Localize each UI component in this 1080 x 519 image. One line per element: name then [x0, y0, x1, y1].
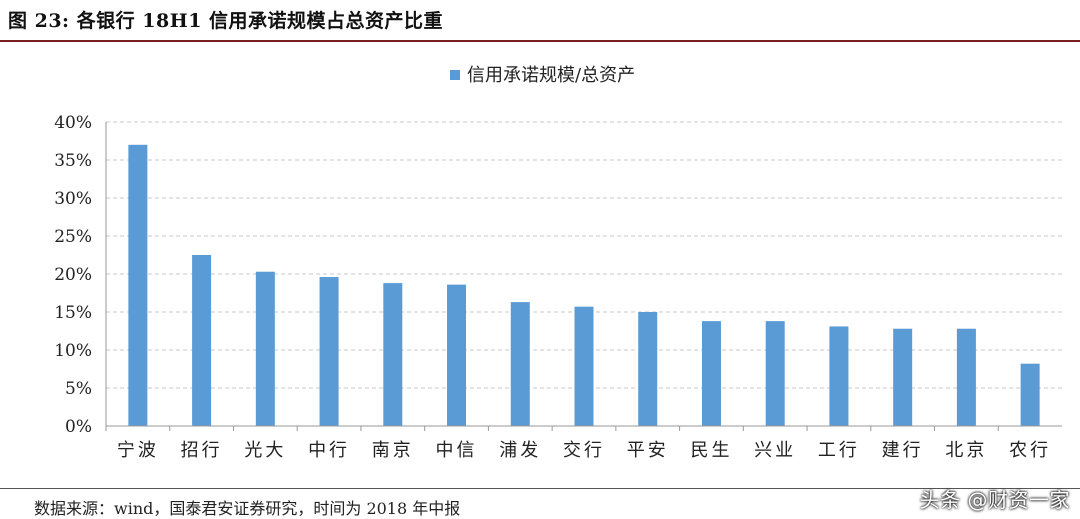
x-tick-labels: 宁波 招行 光大 中行 南京 中信 浦发 交行 平安 民生 兴业 工行 建行 北京 农行 — [117, 440, 1051, 461]
title-rule — [0, 40, 1080, 42]
y-tick-label: 30% — [54, 189, 92, 209]
x-tick-label: 中行 — [308, 440, 350, 461]
bar — [956, 328, 976, 426]
x-tick-label: 北京 — [945, 440, 987, 461]
x-tick-label: 民生 — [690, 440, 732, 461]
x-tick-label: 浦发 — [499, 440, 541, 461]
x-tick-label: 建行 — [882, 440, 924, 461]
y-tick-labels: 0% 5% 10% 15% 20% 25% 30% 35% 40% — [54, 113, 92, 437]
bar — [829, 326, 849, 426]
y-tick-label: 25% — [54, 227, 92, 247]
bar — [383, 283, 403, 426]
bar — [765, 321, 785, 426]
y-tick-label: 10% — [54, 341, 92, 361]
bar — [574, 306, 594, 426]
bar — [255, 271, 275, 426]
bar — [319, 277, 339, 426]
y-tick-label: 15% — [54, 303, 92, 323]
bar — [510, 302, 530, 426]
bar — [128, 144, 148, 427]
legend-label: 信用承诺规模/总资产 — [467, 65, 635, 86]
y-tick-label: 40% — [54, 113, 92, 133]
bar — [192, 255, 212, 426]
x-tick-label: 交行 — [563, 440, 605, 461]
bar-chart: 0% 5% 10% 15% 20% 25% 30% 35% 40% 宁波 招行 光大 中行 南京 中信 浦发… — [54, 65, 1062, 461]
x-tick-label: 光大 — [244, 440, 286, 461]
x-tick-label: 南京 — [372, 440, 414, 461]
bar — [447, 284, 467, 426]
axes — [105, 122, 1062, 431]
x-tick-label: 兴业 — [754, 440, 796, 461]
bottom-rule — [0, 488, 1080, 489]
x-tick-label: 招行 — [181, 440, 223, 461]
bar — [638, 312, 658, 426]
x-tick-label: 平安 — [627, 440, 669, 461]
y-tick-label: 20% — [54, 265, 92, 285]
x-tick-label: 工行 — [818, 440, 860, 461]
x-tick-label: 宁波 — [117, 440, 159, 461]
y-tick-label: 0% — [65, 417, 92, 437]
y-tick-label: 5% — [65, 379, 92, 399]
bar — [701, 321, 721, 426]
watermark: 头条 @财资一家 — [919, 488, 1070, 512]
x-tick-label: 中信 — [436, 440, 478, 461]
bars — [128, 144, 1040, 427]
y-tick-label: 35% — [54, 151, 92, 171]
source-note: 数据来源：wind，国泰君安证券研究，时间为 2018 年中报 — [34, 499, 461, 518]
bar — [1020, 363, 1040, 426]
x-tick-label: 农行 — [1009, 440, 1051, 461]
bar — [893, 328, 913, 426]
legend: 信用承诺规模/总资产 — [450, 65, 635, 86]
figure-title: 图 23: 各银行 18H1 信用承诺规模占总资产比重 — [8, 10, 444, 32]
legend-swatch — [450, 70, 460, 80]
